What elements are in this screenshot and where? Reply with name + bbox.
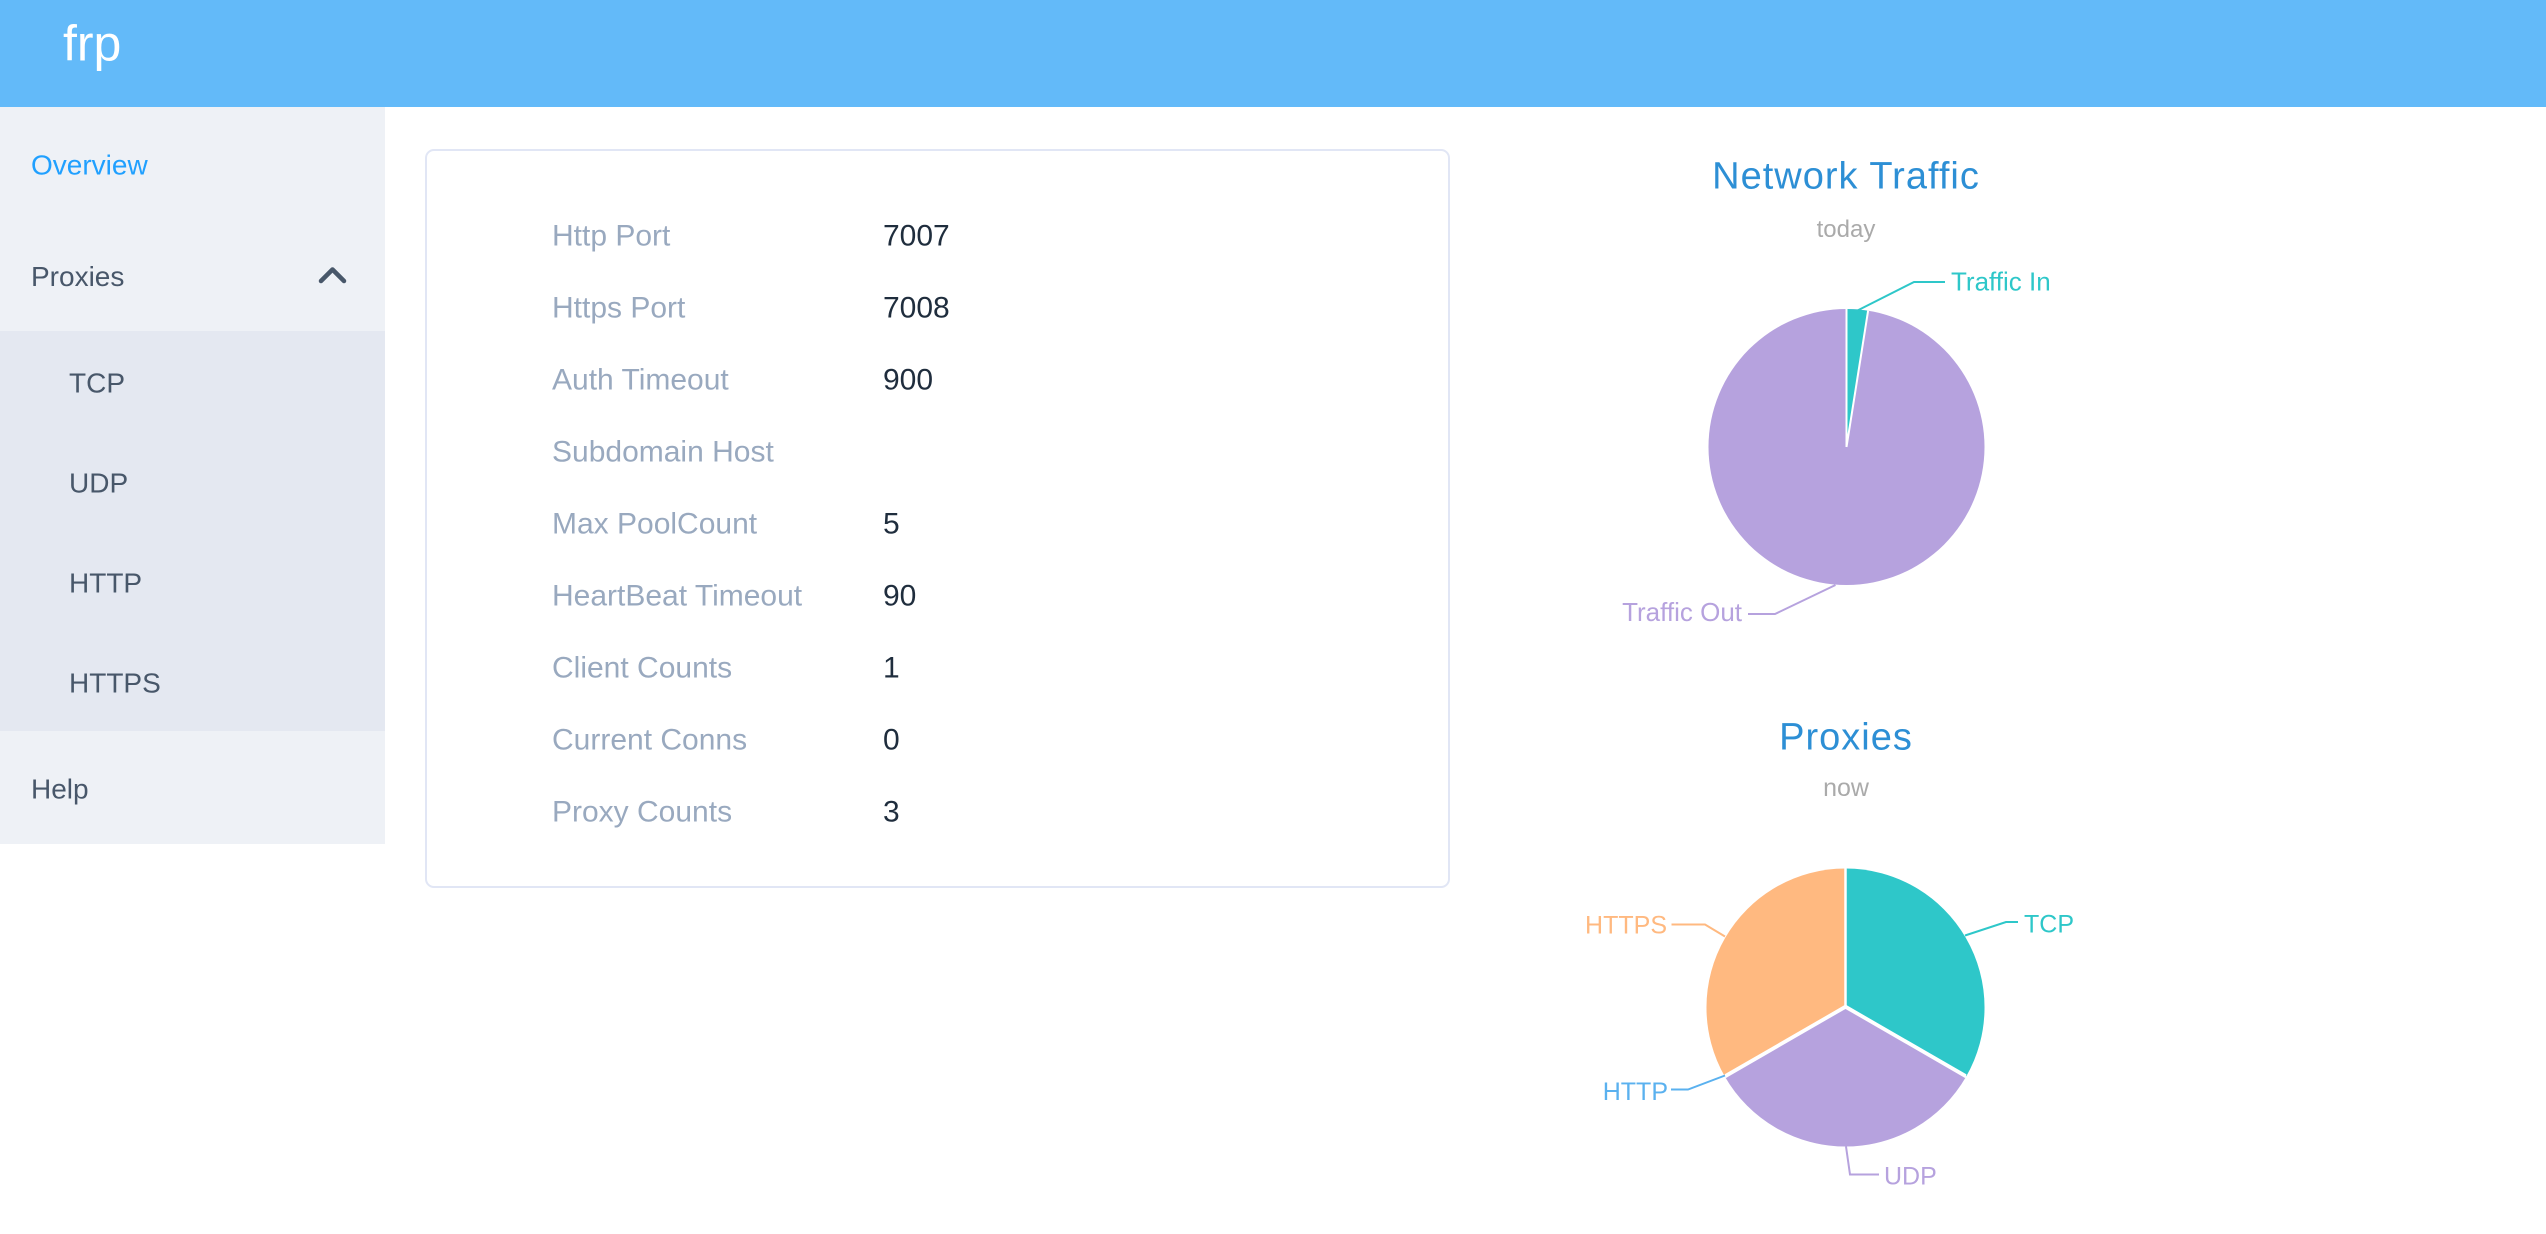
- svg-text:7007: 7007: [883, 219, 950, 252]
- svg-text:Max PoolCount: Max PoolCount: [552, 507, 758, 540]
- svg-text:Client Counts: Client Counts: [552, 651, 732, 684]
- svg-text:Overview: Overview: [31, 150, 148, 181]
- svg-text:Http Port: Http Port: [552, 219, 671, 252]
- svg-text:HTTPS: HTTPS: [69, 668, 161, 699]
- svg-text:Auth Timeout: Auth Timeout: [552, 363, 729, 396]
- svg-text:HTTP: HTTP: [69, 568, 142, 599]
- svg-text:Subdomain Host: Subdomain Host: [552, 435, 774, 468]
- svg-text:0: 0: [883, 723, 900, 756]
- svg-text:HTTP: HTTP: [1603, 1078, 1668, 1106]
- svg-text:Https Port: Https Port: [552, 291, 686, 324]
- svg-text:Proxy Counts: Proxy Counts: [552, 795, 732, 828]
- svg-text:90: 90: [883, 579, 916, 612]
- svg-text:Proxies: Proxies: [31, 261, 124, 292]
- svg-text:7008: 7008: [883, 291, 950, 324]
- svg-text:UDP: UDP: [69, 468, 128, 499]
- svg-text:TCP: TCP: [2024, 911, 2074, 939]
- svg-text:Help: Help: [31, 774, 89, 805]
- svg-text:900: 900: [883, 363, 933, 396]
- svg-text:Traffic In: Traffic In: [1951, 267, 2051, 297]
- svg-text:3: 3: [883, 795, 900, 828]
- svg-text:today: today: [1817, 216, 1876, 243]
- svg-text:HTTPS: HTTPS: [1585, 912, 1667, 940]
- svg-text:5: 5: [883, 507, 900, 540]
- svg-text:UDP: UDP: [1884, 1163, 1937, 1191]
- svg-text:Traffic Out: Traffic Out: [1622, 597, 1743, 627]
- svg-text:frp: frp: [63, 16, 121, 72]
- svg-text:Proxies: Proxies: [1779, 717, 1913, 759]
- svg-text:Network Traffic: Network Traffic: [1712, 156, 1980, 198]
- svg-text:Current Conns: Current Conns: [552, 723, 747, 756]
- svg-text:TCP: TCP: [69, 368, 125, 399]
- svg-text:HeartBeat Timeout: HeartBeat Timeout: [552, 579, 803, 612]
- svg-text:1: 1: [883, 651, 900, 684]
- svg-text:now: now: [1823, 774, 1870, 802]
